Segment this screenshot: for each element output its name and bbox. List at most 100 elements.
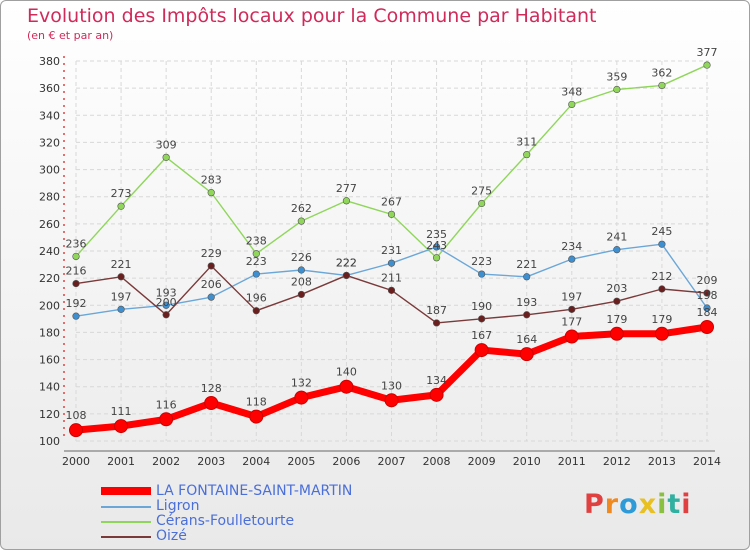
data-label: 222 — [336, 256, 357, 269]
x-tick-label: 2000 — [62, 455, 90, 468]
y-tick-label: 280 — [39, 191, 60, 204]
data-label: 130 — [381, 379, 402, 392]
data-point — [523, 273, 531, 281]
data-point — [658, 81, 666, 90]
y-tick-label: 240 — [39, 245, 60, 258]
data-point — [609, 326, 624, 341]
y-tick-label: 380 — [39, 55, 60, 68]
data-label: 167 — [471, 329, 492, 342]
data-label: 200 — [156, 296, 177, 309]
logo-letter: t — [667, 489, 682, 520]
data-point — [568, 305, 576, 313]
data-point — [387, 210, 396, 218]
x-tick-label: 2012 — [603, 455, 631, 468]
data-point — [387, 286, 396, 294]
data-label: 179 — [606, 313, 627, 326]
data-point — [252, 270, 260, 278]
data-label: 196 — [246, 292, 267, 305]
data-label: 128 — [201, 382, 222, 395]
series-layer — [69, 61, 714, 438]
data-point — [339, 379, 354, 394]
logo-letter: P — [584, 489, 605, 520]
proxiti-logo: Proxiti — [584, 489, 692, 520]
data-label: 193 — [156, 286, 177, 299]
x-tick-label: 2014 — [693, 455, 721, 468]
data-point — [432, 319, 441, 327]
data-label: 190 — [471, 300, 492, 313]
data-point — [252, 250, 260, 258]
data-label: 226 — [291, 251, 312, 264]
data-label: 216 — [66, 265, 87, 278]
data-point — [703, 61, 711, 69]
data-point — [658, 285, 666, 293]
data-label: 377 — [697, 46, 718, 59]
data-point — [342, 271, 351, 280]
data-point — [703, 289, 711, 297]
data-point — [703, 304, 711, 312]
legend-swatch — [101, 487, 151, 495]
x-tick-label: 2009 — [468, 455, 496, 468]
data-point — [297, 266, 305, 274]
legend-swatch — [101, 521, 151, 523]
data-label: 221 — [516, 258, 537, 271]
data-label: 243 — [426, 239, 447, 252]
data-point — [249, 409, 264, 424]
data-point — [117, 202, 125, 210]
y-tick-label: 300 — [39, 164, 60, 177]
data-label: 177 — [561, 316, 582, 329]
data-point — [432, 254, 441, 262]
x-tick-label: 2005 — [287, 455, 315, 468]
data-label: 275 — [471, 185, 492, 198]
x-tick-label: 2002 — [152, 455, 180, 468]
x-tick-label: 2013 — [648, 455, 676, 468]
data-point — [342, 197, 351, 205]
data-label: 235 — [426, 228, 447, 241]
data-label: 362 — [651, 66, 672, 79]
data-point — [700, 320, 714, 334]
data-label-layer: 236 273 309 283 238 262 277 267 243 275 311 348 359 3… — [66, 46, 718, 422]
logo-letter: i — [657, 489, 668, 520]
logo-letter: x — [638, 489, 658, 520]
data-label: 203 — [606, 282, 627, 295]
logo-letter: r — [604, 489, 620, 520]
x-tick-label: 2006 — [332, 455, 360, 468]
data-point — [658, 240, 666, 248]
data-label: 164 — [516, 333, 537, 346]
chart-title: Evolution des Impôts locaux pour la Comm… — [27, 5, 597, 27]
legend-label: Cérans-Foulletourte — [156, 513, 295, 529]
data-label: 236 — [66, 237, 87, 250]
data-label: 311 — [516, 136, 537, 149]
x-tick-label: 2004 — [242, 455, 270, 468]
data-point — [159, 412, 174, 427]
data-label: 223 — [471, 255, 492, 268]
data-point — [162, 153, 170, 161]
data-point — [523, 311, 531, 319]
data-point — [478, 315, 486, 323]
data-label: 198 — [697, 289, 718, 302]
data-label: 222 — [336, 256, 357, 269]
data-label: 197 — [561, 290, 582, 303]
data-point — [72, 252, 80, 261]
data-label: 229 — [201, 247, 222, 260]
data-point — [568, 100, 576, 109]
data-label: 221 — [111, 258, 132, 271]
y-tick-label: 220 — [39, 272, 60, 285]
data-label: 206 — [201, 278, 222, 291]
data-point — [429, 387, 444, 402]
x-tick-label: 2007 — [378, 455, 406, 468]
data-point — [432, 243, 441, 251]
logo-letter: o — [619, 489, 639, 520]
y-tick-label: 360 — [39, 82, 60, 95]
data-point — [384, 393, 399, 408]
y-tick-label: 140 — [39, 381, 60, 394]
data-point — [252, 307, 260, 315]
data-label: 197 — [111, 290, 132, 303]
data-label: 211 — [381, 271, 402, 284]
data-label: 118 — [246, 396, 267, 409]
data-label: 111 — [111, 405, 132, 418]
logo-letter: i — [681, 489, 692, 520]
data-point — [294, 390, 309, 405]
data-point — [613, 246, 621, 254]
